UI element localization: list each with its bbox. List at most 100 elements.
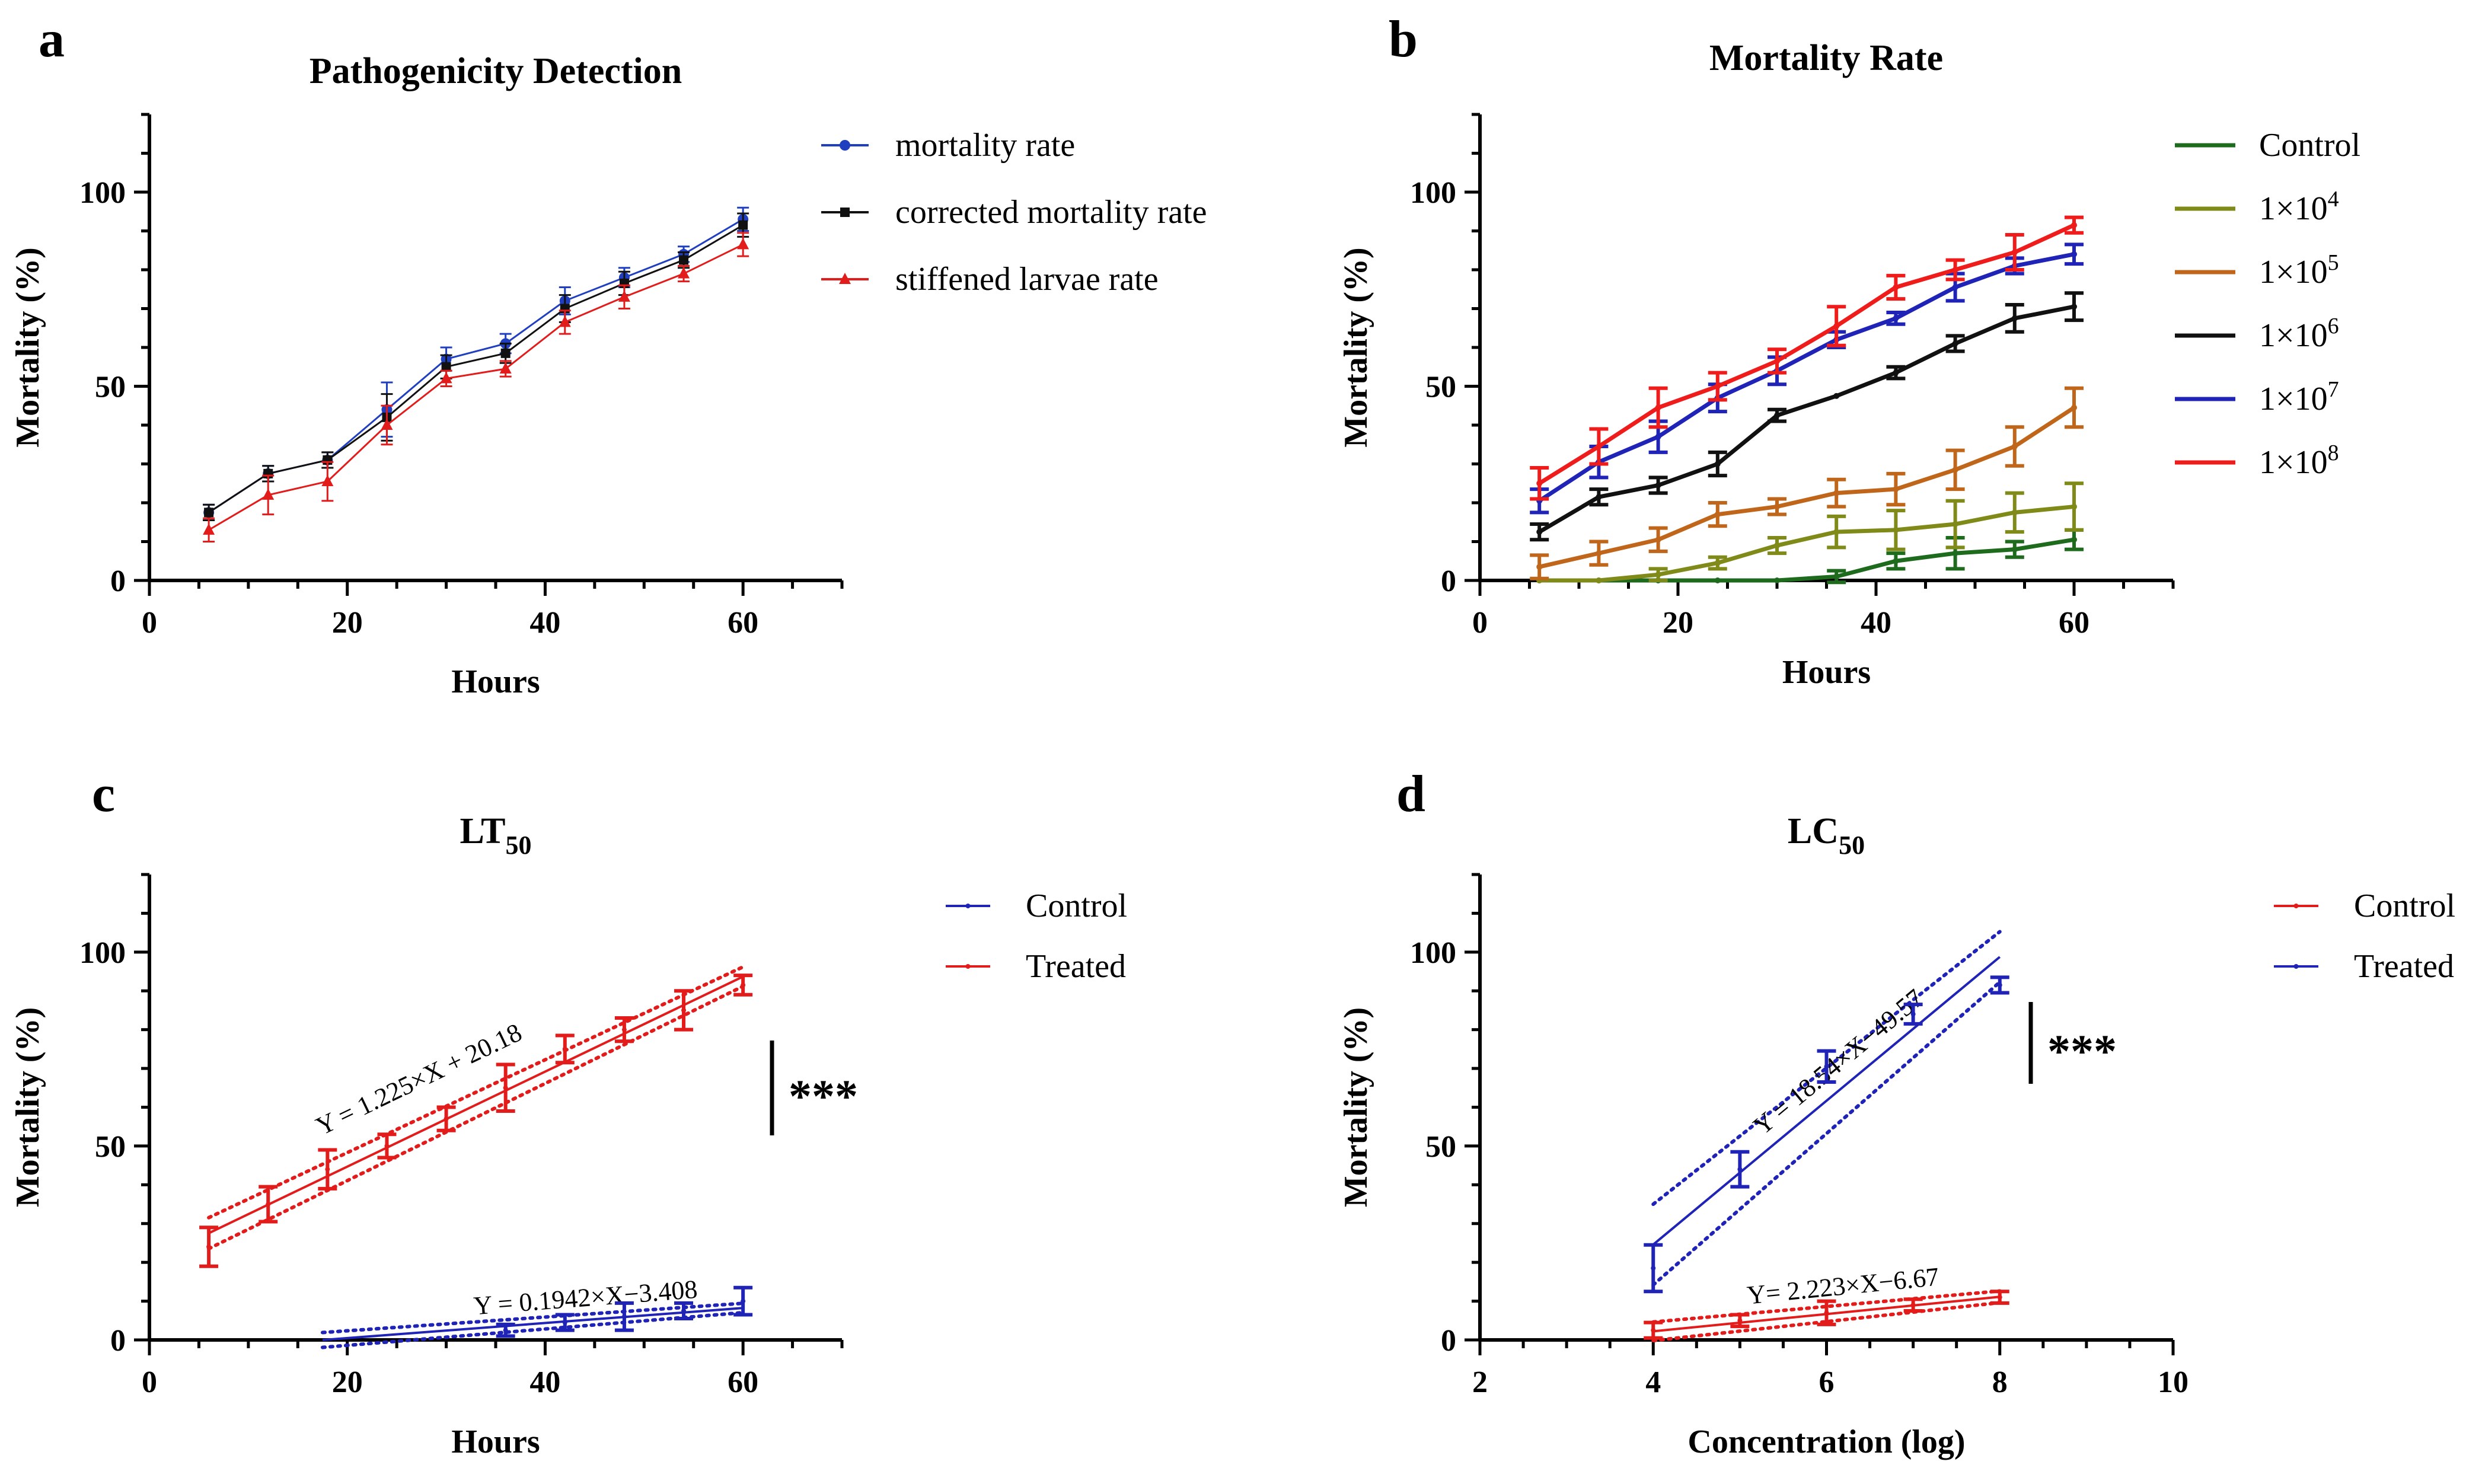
data-point bbox=[262, 488, 275, 500]
panel-letter: d bbox=[1396, 765, 1425, 823]
data-point bbox=[1596, 577, 1602, 583]
confidence-band-line bbox=[207, 965, 745, 1220]
series-treated: Y = 18.54×X−49.57 bbox=[1644, 930, 2009, 1294]
x-tick-label: 60 bbox=[728, 1365, 758, 1399]
x-tick-label: 0 bbox=[142, 606, 157, 640]
legend-entry: Treated bbox=[946, 948, 1126, 985]
y-tick-label: 50 bbox=[1425, 371, 1456, 404]
data-point bbox=[678, 267, 690, 279]
y-tick-label: 100 bbox=[1410, 176, 1456, 210]
data-point bbox=[1655, 572, 1661, 578]
x-tick-label: 2 bbox=[1472, 1365, 1488, 1399]
data-point bbox=[1824, 1310, 1829, 1316]
data-point bbox=[2011, 546, 2018, 553]
data-point bbox=[441, 362, 451, 372]
data-point bbox=[2011, 249, 2018, 256]
x-tick-label: 20 bbox=[332, 1365, 363, 1399]
data-point bbox=[499, 362, 512, 374]
legend-label: corrected mortality rate bbox=[895, 194, 1207, 231]
confidence-band-line bbox=[321, 1301, 745, 1335]
data-point bbox=[1910, 1011, 1916, 1017]
legend-entry: Control bbox=[2175, 127, 2360, 164]
data-point bbox=[266, 1202, 271, 1207]
data-point bbox=[1910, 1303, 1916, 1308]
y-tick-label: 50 bbox=[95, 371, 126, 404]
data-point bbox=[1655, 404, 1661, 411]
data-point bbox=[1774, 577, 1780, 583]
legend-entry: corrected mortality rate bbox=[821, 194, 1207, 231]
legend-marker bbox=[840, 140, 850, 151]
chart-title: Mortality Rate bbox=[1709, 38, 1943, 78]
data-point bbox=[681, 1308, 687, 1313]
y-tick-label: 100 bbox=[1410, 936, 1456, 970]
x-tick-label: 0 bbox=[142, 1365, 157, 1399]
data-point bbox=[1651, 1327, 1656, 1333]
legend-label: 1×104 bbox=[2259, 187, 2339, 227]
legend-entry: stiffened larvae rate bbox=[821, 261, 1159, 298]
series-1-10-5 bbox=[1530, 386, 2084, 580]
fit-line bbox=[208, 975, 744, 1234]
legend-label: 1×107 bbox=[2259, 377, 2339, 417]
y-tick-label: 0 bbox=[1441, 564, 1456, 598]
data-point bbox=[503, 1085, 508, 1090]
data-point bbox=[2011, 509, 2018, 516]
data-point bbox=[1952, 340, 1958, 347]
data-point bbox=[381, 419, 393, 430]
data-point bbox=[1952, 467, 1958, 473]
data-point bbox=[1824, 1064, 1829, 1069]
data-point bbox=[1737, 1167, 1743, 1172]
data-point bbox=[2071, 222, 2077, 228]
data-point bbox=[203, 523, 215, 535]
data-point bbox=[1774, 503, 1780, 510]
data-point bbox=[1774, 412, 1780, 419]
x-tick-label: 20 bbox=[1663, 606, 1693, 640]
series-1-10-7 bbox=[1530, 242, 2084, 515]
data-point bbox=[325, 1167, 330, 1172]
data-point bbox=[1893, 526, 1899, 533]
data-point bbox=[444, 1116, 449, 1122]
y-tick-label: 0 bbox=[110, 1324, 126, 1358]
data-point bbox=[1737, 1318, 1743, 1323]
series-line bbox=[1539, 505, 2075, 583]
legend-entry: 1×108 bbox=[2175, 441, 2339, 481]
legend-entry: Treated bbox=[2274, 948, 2454, 985]
x-axis-label: Hours bbox=[451, 663, 540, 700]
x-tick-label: 40 bbox=[1861, 606, 1891, 640]
data-point bbox=[1774, 358, 1780, 364]
confidence-band-line bbox=[1651, 930, 2002, 1207]
data-point bbox=[621, 1027, 627, 1032]
series-line bbox=[1539, 406, 2075, 569]
legend-marker bbox=[2293, 964, 2299, 969]
legend-entry: Control bbox=[946, 888, 1127, 924]
data-point bbox=[2011, 315, 2018, 321]
data-point bbox=[1893, 315, 1899, 321]
data-point bbox=[1952, 521, 1958, 528]
data-point bbox=[1655, 537, 1661, 543]
legend-marker bbox=[965, 904, 971, 908]
data-point bbox=[440, 372, 452, 384]
x-tick-label: 20 bbox=[332, 606, 363, 640]
x-tick-label: 60 bbox=[2059, 606, 2089, 640]
legend-label: Control bbox=[2259, 127, 2360, 164]
y-axis-label: Mortality (%) bbox=[9, 247, 46, 447]
data-point bbox=[1655, 433, 1661, 440]
y-tick-label: 100 bbox=[79, 936, 126, 970]
x-axis-label: Hours bbox=[451, 1424, 540, 1460]
data-point bbox=[1714, 560, 1721, 566]
legend-entry: 1×106 bbox=[2175, 314, 2339, 354]
fit-equation: Y = 1.225×X + 20.18 bbox=[311, 1017, 526, 1141]
y-tick-label: 0 bbox=[1441, 1324, 1456, 1358]
fit-equation: Y = 18.54×X−49.57 bbox=[1748, 984, 1929, 1141]
fit-equation: Y= 2.223×X−6.67 bbox=[1746, 1262, 1940, 1310]
data-point bbox=[1997, 982, 2002, 988]
data-point bbox=[2071, 304, 2077, 310]
data-point bbox=[1833, 490, 1840, 496]
x-tick-label: 60 bbox=[728, 606, 758, 640]
data-point bbox=[1997, 1295, 2002, 1300]
chart-title: Pathogenicity Detection bbox=[310, 51, 682, 91]
legend-label: 1×105 bbox=[2259, 250, 2339, 291]
series-line bbox=[1538, 223, 2075, 486]
data-point bbox=[559, 315, 571, 327]
data-point bbox=[1893, 284, 1899, 291]
